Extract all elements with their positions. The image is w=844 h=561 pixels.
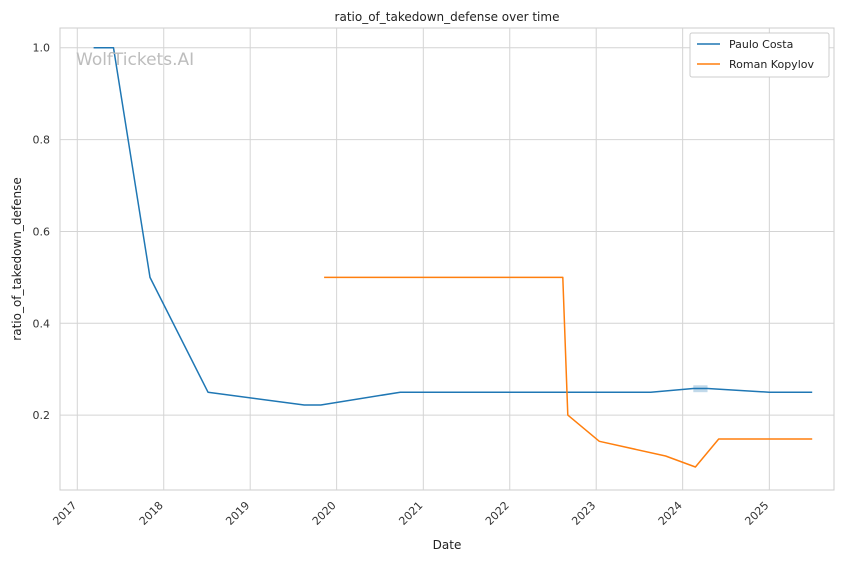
x-axis-title: Date xyxy=(433,538,462,552)
y-axis-title: ratio_of_takedown_defense xyxy=(10,177,24,340)
legend-box xyxy=(689,32,830,78)
x-tick-label: 2022 xyxy=(483,499,512,528)
y-tick-label: 1.0 xyxy=(33,42,51,55)
y-axis-ticks: 0.2 0.4 0.6 0.8 1.0 xyxy=(33,42,51,422)
series-line-paulo-costa xyxy=(93,46,813,406)
legend-label-roman-kopylov: Roman Kopylov xyxy=(729,58,814,71)
x-tick-label: 2019 xyxy=(223,499,252,528)
x-tick-label: 2024 xyxy=(656,499,685,528)
x-tick-label: 2023 xyxy=(569,499,598,528)
x-tick-label: 2021 xyxy=(396,499,425,528)
y-tick-label: 0.2 xyxy=(33,409,51,422)
x-tick-label: 2018 xyxy=(137,499,166,528)
x-tick-label: 2020 xyxy=(310,499,339,528)
y-tick-label: 0.6 xyxy=(33,225,51,238)
watermark: WolfTickets.AI xyxy=(76,50,194,70)
x-tick-label: 2025 xyxy=(742,499,771,528)
x-axis-ticks: 2017 2018 2019 2020 2021 2022 2023 2024 2025 xyxy=(50,499,771,528)
chart-title: ratio_of_takedown_defense over time xyxy=(335,10,560,24)
y-tick-label: 0.4 xyxy=(33,317,51,330)
y-tick-label: 0.8 xyxy=(33,134,51,147)
x-tick-label: 2017 xyxy=(50,499,79,528)
legend: Paulo Costa Roman Kopylov xyxy=(689,32,830,78)
series-layer xyxy=(93,46,813,468)
series-line-roman-kopylov xyxy=(324,276,813,468)
legend-label-paulo-costa: Paulo Costa xyxy=(729,38,793,51)
plot-area xyxy=(59,27,835,491)
